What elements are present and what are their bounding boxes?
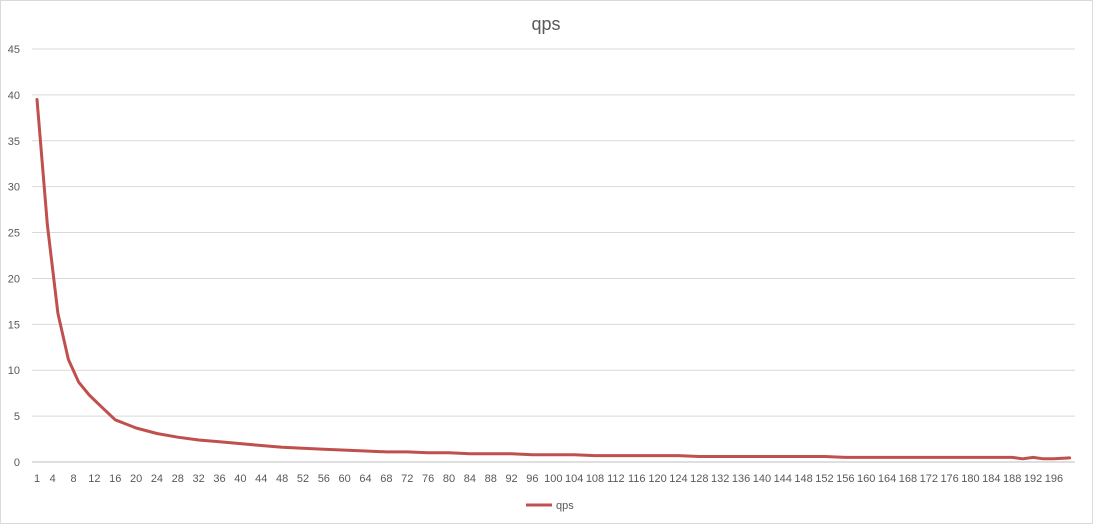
- x-tick-label: 60: [339, 473, 351, 485]
- x-tick-label: 76: [422, 473, 434, 485]
- x-tick-label: 56: [318, 473, 330, 485]
- x-tick-label: 44: [255, 473, 267, 485]
- x-tick-label: 12: [88, 473, 100, 485]
- x-tick-label: 168: [899, 473, 917, 485]
- x-tick-label: 52: [297, 473, 309, 485]
- x-tick-label: 28: [172, 473, 184, 485]
- x-tick-label: 176: [940, 473, 958, 485]
- chart-title: qps: [531, 14, 560, 34]
- x-tick-label: 64: [359, 473, 371, 485]
- y-tick-label: 45: [8, 44, 20, 56]
- x-tick-label: 88: [485, 473, 497, 485]
- y-tick-label: 40: [8, 90, 20, 102]
- x-tick-label: 196: [1045, 473, 1063, 485]
- legend-label-qps: qps: [556, 500, 574, 512]
- x-tick-label: 8: [70, 473, 76, 485]
- x-tick-label: 80: [443, 473, 455, 485]
- x-tick-label: 16: [109, 473, 121, 485]
- y-tick-label: 25: [8, 228, 20, 240]
- x-tick-label: 192: [1024, 473, 1042, 485]
- x-tick-label: 20: [130, 473, 142, 485]
- y-tick-label: 0: [14, 457, 20, 469]
- x-tick-label: 72: [401, 473, 413, 485]
- x-tick-label: 108: [586, 473, 604, 485]
- x-tick-label: 140: [753, 473, 771, 485]
- x-tick-label: 100: [544, 473, 562, 485]
- legend: qps: [526, 500, 574, 512]
- x-tick-label: 92: [505, 473, 517, 485]
- y-tick-label: 5: [14, 411, 20, 423]
- series-line-qps: [35, 98, 1072, 461]
- y-tick-label: 15: [8, 319, 20, 331]
- gridlines: [32, 48, 1075, 417]
- x-tick-label: 152: [815, 473, 833, 485]
- y-axis-ticks: 0 5 10 15 20 25 30 35 40 45: [8, 44, 20, 469]
- x-tick-label: 68: [380, 473, 392, 485]
- x-tick-label: 48: [276, 473, 288, 485]
- x-tick-label: 120: [648, 473, 666, 485]
- x-tick-label: 112: [607, 473, 625, 485]
- x-tick-label: 180: [961, 473, 979, 485]
- x-tick-label: 172: [920, 473, 938, 485]
- x-tick-label: 132: [711, 473, 729, 485]
- x-tick-label: 104: [565, 473, 583, 485]
- x-tick-label: 32: [193, 473, 205, 485]
- x-tick-label: 24: [151, 473, 163, 485]
- x-tick-label: 184: [982, 473, 1000, 485]
- y-tick-label: 10: [8, 365, 20, 377]
- x-tick-label: 188: [1003, 473, 1021, 485]
- x-tick-label: 1: [34, 473, 40, 485]
- x-axis-ticks: 1 4 8 12 16 20 24 28 32 36 40 44 48 52 56 60 64 68 72 76 80 8…: [34, 473, 1063, 485]
- x-tick-label: 136: [732, 473, 750, 485]
- x-tick-label: 116: [628, 473, 646, 485]
- x-tick-label: 160: [857, 473, 875, 485]
- x-tick-label: 4: [50, 473, 56, 485]
- x-tick-label: 40: [234, 473, 246, 485]
- x-tick-label: 124: [669, 473, 687, 485]
- x-tick-label: 84: [464, 473, 476, 485]
- x-tick-label: 144: [774, 473, 792, 485]
- x-tick-label: 96: [526, 473, 538, 485]
- y-tick-label: 20: [8, 273, 20, 285]
- x-tick-label: 164: [878, 473, 896, 485]
- x-tick-label: 148: [794, 473, 812, 485]
- x-tick-label: 36: [213, 473, 225, 485]
- y-tick-label: 30: [8, 182, 20, 194]
- series-layer: [35, 98, 1072, 461]
- y-tick-label: 35: [8, 136, 20, 148]
- x-tick-label: 156: [836, 473, 854, 485]
- x-tick-label: 128: [690, 473, 708, 485]
